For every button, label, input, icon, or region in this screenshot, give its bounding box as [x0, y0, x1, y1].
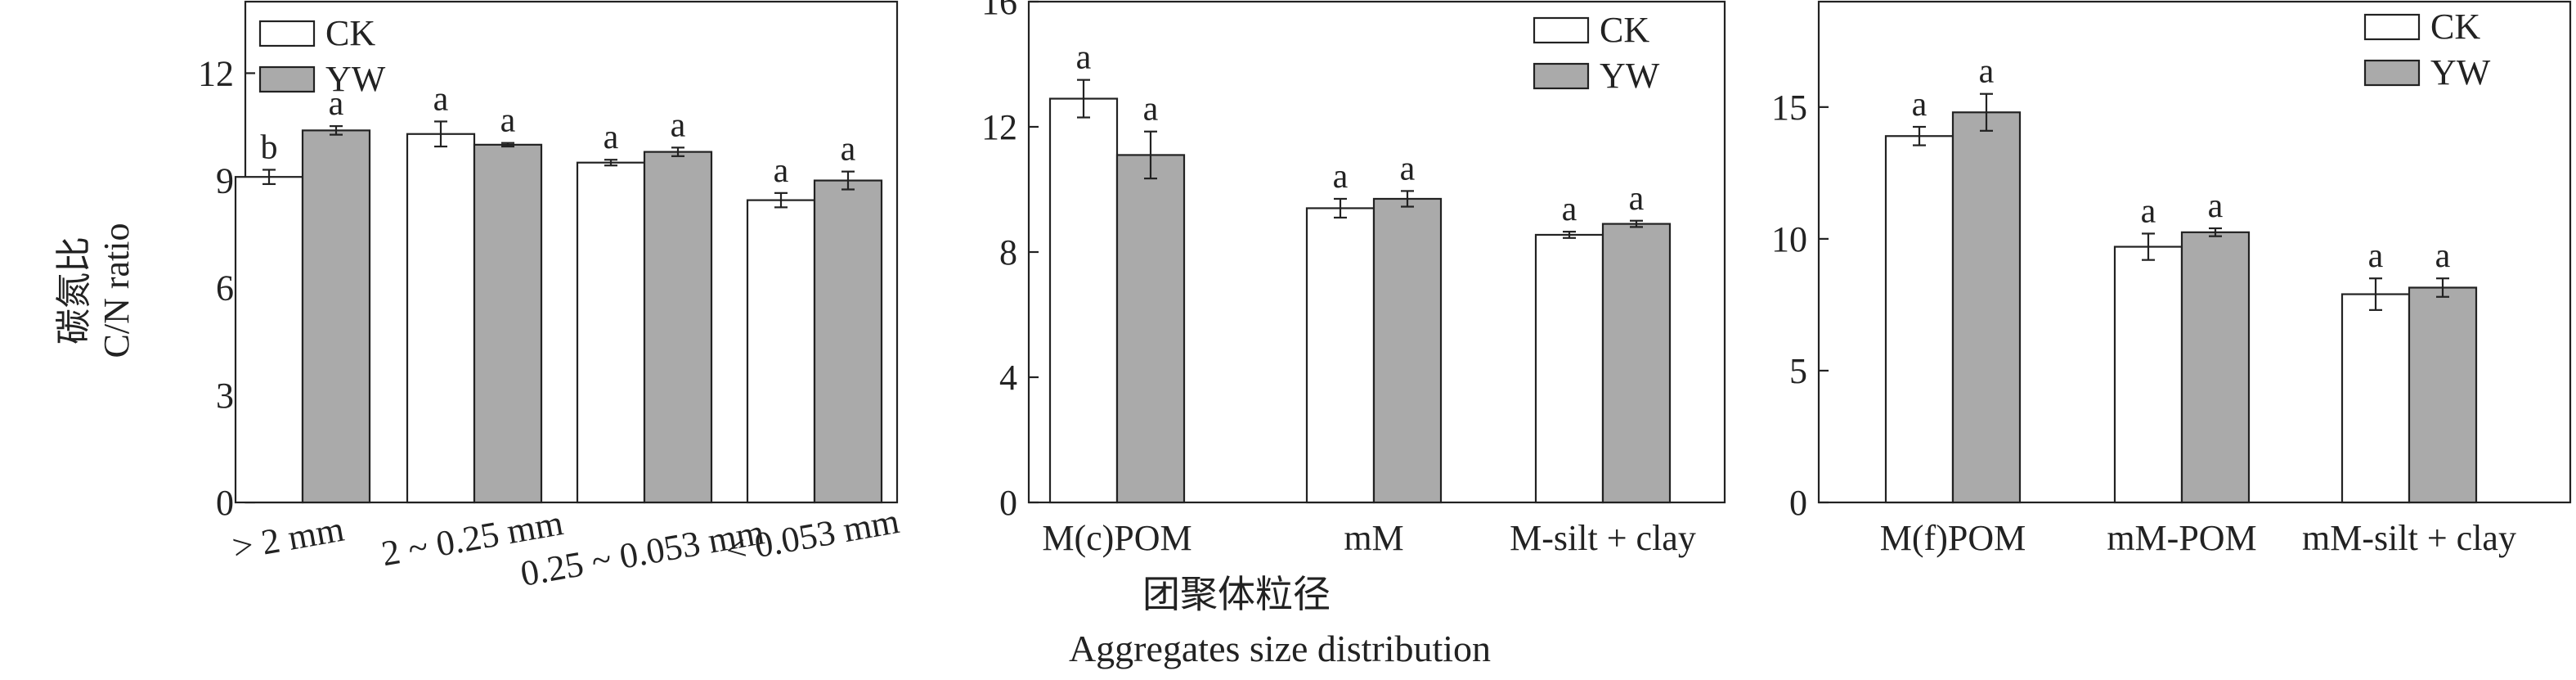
- x-tick-label: M(c)POM: [1042, 518, 1192, 558]
- legend-swatch-ck: [1533, 16, 1590, 44]
- chart-panel-2: 0 4 8 12 16 a a M(c)POM a a mM a a M-silt + clay CK YW: [981, 0, 1726, 558]
- bar-yw: [1601, 223, 1672, 504]
- x-tick-label: < 0.053 mm: [723, 501, 903, 570]
- significance-letter: a: [1562, 191, 1577, 228]
- significance-letter: a: [1333, 158, 1349, 196]
- y-tick-label: 12: [981, 107, 1017, 147]
- y-axis-title-en: C/N ratio: [96, 223, 137, 358]
- significance-letter: a: [1979, 53, 1995, 91]
- bar-yw: [1372, 197, 1443, 504]
- significance-letter: a: [2208, 187, 2224, 225]
- bar-ck: [576, 161, 646, 504]
- significance-letter: a: [841, 131, 856, 169]
- x-tick-label: M(f)POM: [1880, 518, 2026, 558]
- y-tick-label: 16: [981, 0, 1017, 22]
- legend-swatch-yw: [2363, 59, 2421, 87]
- significance-letter: a: [1629, 180, 1645, 218]
- bar-ck: [1048, 97, 1119, 504]
- legend-label-yw: YW: [2430, 52, 2491, 92]
- legend-label-yw: YW: [325, 59, 386, 99]
- bar-yw: [473, 143, 543, 504]
- bar-yw: [2180, 231, 2251, 504]
- bar-yw: [1115, 154, 1186, 504]
- bar-yw: [1951, 111, 2022, 504]
- significance-letter: a: [2368, 237, 2384, 275]
- legend-label-ck: CK: [2430, 7, 2480, 47]
- y-axis-title-cn: 碳氮比: [54, 236, 94, 345]
- significance-letter: a: [433, 80, 449, 118]
- significance-letter: a: [604, 119, 619, 156]
- y-axis-title: 碳氮比 C/N ratio: [54, 223, 137, 358]
- x-axis-title-cn: 团聚体粒径: [1142, 574, 1331, 615]
- y-tick-label: 0: [216, 483, 234, 523]
- x-tick-label: mM-POM: [2107, 518, 2256, 558]
- bar-yw: [813, 179, 883, 504]
- significance-letter: a: [500, 102, 516, 140]
- y-tick-label: 10: [1771, 219, 1807, 259]
- significance-letter: a: [1143, 91, 1159, 128]
- legend-label-ck: CK: [325, 13, 375, 53]
- y-tick-label: 5: [1789, 351, 1807, 391]
- bar-ck: [1534, 233, 1604, 504]
- y-tick-label: 9: [216, 161, 234, 201]
- x-tick-label: mM-silt + clay: [2302, 518, 2516, 558]
- bar-yw: [643, 151, 713, 504]
- significance-letter: a: [1912, 86, 1928, 124]
- significance-letter: a: [1400, 150, 1416, 187]
- significance-letter: a: [1076, 39, 1092, 77]
- bar-ck: [234, 176, 304, 504]
- significance-letter: b: [261, 128, 278, 166]
- significance-letter: a: [2141, 192, 2156, 230]
- bar-ck: [1305, 207, 1376, 504]
- y-tick-label: 4: [999, 358, 1017, 398]
- significance-letter: a: [774, 152, 789, 190]
- y-tick-label: 15: [1771, 88, 1807, 128]
- y-tick-label: 0: [999, 483, 1017, 523]
- y-tick-label: 12: [198, 53, 234, 93]
- x-tick-label: M-silt + clay: [1510, 518, 1696, 558]
- legend-swatch-ck: [258, 20, 316, 47]
- y-tick-label: 3: [216, 376, 234, 416]
- y-tick-label: 6: [216, 268, 234, 308]
- bar-ck: [2340, 293, 2411, 504]
- bar-ck: [2113, 245, 2183, 504]
- legend-swatch-yw: [1533, 62, 1590, 90]
- significance-letter: a: [671, 106, 686, 144]
- y-tick-label: 0: [1789, 483, 1807, 523]
- significance-letter: a: [2435, 237, 2451, 275]
- bar-ck: [406, 133, 476, 504]
- x-axis-title: 团聚体粒径 Aggregates size distribution: [1069, 574, 1491, 669]
- bar-yw: [2408, 286, 2478, 504]
- bar-ck: [746, 199, 816, 504]
- x-tick-label: > 2 mm: [230, 509, 348, 568]
- bar-ck: [1884, 135, 1954, 504]
- legend-label-yw: YW: [1600, 56, 1660, 96]
- x-tick-label: mM: [1344, 518, 1403, 558]
- chart-panel-3: 0 5 10 15 a a M(f)POM a a mM-POM a a mM-silt + clay C…: [1771, 0, 2572, 558]
- bar-yw: [301, 129, 371, 504]
- legend-label-ck: CK: [1600, 10, 1649, 50]
- x-axis-title-en: Aggregates size distribution: [1069, 628, 1491, 669]
- y-tick-label: 8: [999, 232, 1017, 272]
- legend-swatch-ck: [2363, 13, 2421, 41]
- significance-letter: a: [329, 85, 344, 123]
- legend-swatch-yw: [258, 65, 316, 93]
